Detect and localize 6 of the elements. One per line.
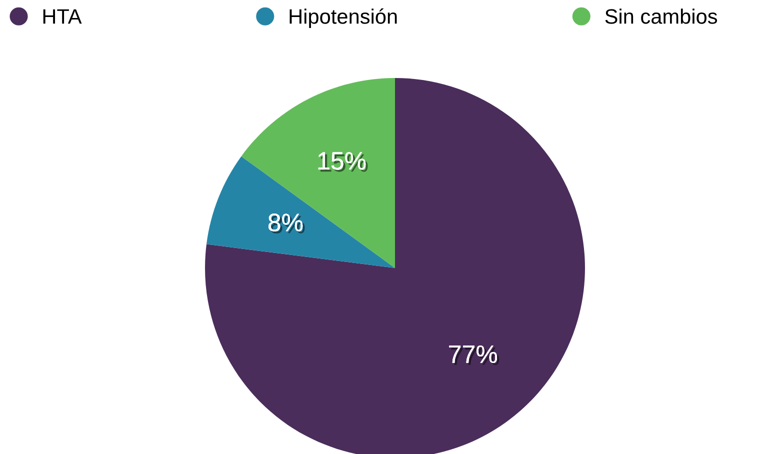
legend-label: HTA — [43, 9, 82, 24]
data-label: 77% — [449, 345, 500, 366]
data-label: 15% — [318, 152, 368, 172]
legend-label: Hipotensión — [290, 8, 397, 28]
legend-label: Sin cambios — [605, 8, 718, 24]
data-label: 8% — [268, 214, 305, 234]
